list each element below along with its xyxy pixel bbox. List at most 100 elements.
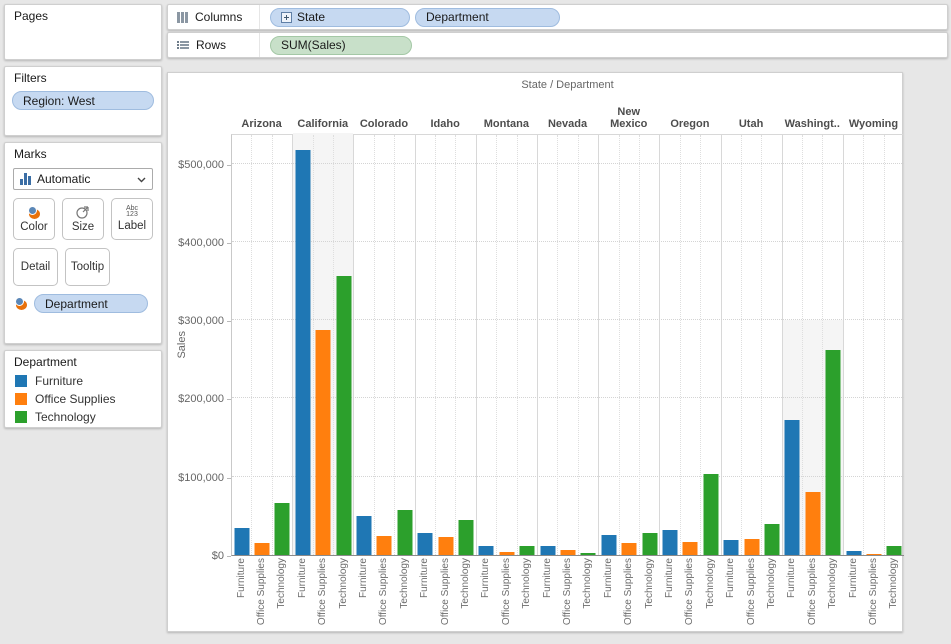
x-label-office-supplies[interactable]: Office Supplies [562, 558, 574, 626]
x-label-office-supplies[interactable]: Office Supplies [256, 558, 268, 626]
bar-idaho-office-supplies[interactable] [438, 537, 454, 555]
state-header-colorado[interactable]: Colorado [359, 118, 409, 131]
x-label-office-supplies[interactable]: Office Supplies [317, 558, 329, 626]
tooltip-button[interactable]: Tooltip [65, 248, 110, 286]
bar-idaho-furniture[interactable] [417, 533, 433, 555]
state-header-arizona[interactable]: Arizona [241, 118, 282, 131]
x-label-technology[interactable]: Technology [582, 558, 594, 609]
x-label-furniture[interactable]: Furniture [541, 558, 553, 599]
x-label-technology[interactable]: Technology [704, 558, 716, 609]
x-label-office-supplies[interactable]: Office Supplies [500, 558, 512, 626]
bar-montana-furniture[interactable] [478, 546, 494, 555]
bar-wyoming-office-supplies[interactable] [866, 553, 882, 555]
state-header-wyoming[interactable]: Wyoming [848, 118, 899, 131]
state-header-utah[interactable]: Utah [738, 118, 764, 131]
bar-utah-technology[interactable] [764, 524, 780, 555]
x-label-furniture[interactable]: Furniture [847, 558, 859, 599]
pill-sum-sales[interactable]: SUM(Sales) [270, 35, 412, 55]
bar-washingt-office-supplies[interactable] [805, 492, 821, 555]
bar-new-mexico-furniture[interactable] [601, 534, 617, 555]
bar-arizona-office-supplies[interactable] [254, 543, 270, 555]
bar-arizona-technology[interactable] [274, 503, 290, 555]
x-label-office-supplies[interactable]: Office Supplies [623, 558, 635, 626]
legend-item-technology[interactable]: Technology [5, 408, 161, 426]
x-label-furniture[interactable]: Furniture [480, 558, 492, 599]
bar-oregon-furniture[interactable] [662, 529, 678, 555]
x-label-furniture[interactable]: Furniture [602, 558, 614, 599]
columns-shelf[interactable]: Columns State Department [167, 4, 948, 30]
bar-montana-technology[interactable] [519, 545, 535, 555]
x-label-office-supplies[interactable]: Office Supplies [745, 558, 757, 626]
x-label-furniture[interactable]: Furniture [358, 558, 370, 599]
x-label-office-supplies[interactable]: Office Supplies [439, 558, 451, 626]
bar-california-technology[interactable] [336, 275, 352, 555]
expand-plus-icon[interactable] [281, 11, 292, 23]
x-label-technology[interactable]: Technology [827, 558, 839, 609]
bar-oregon-office-supplies[interactable] [682, 542, 698, 555]
bar-utah-furniture[interactable] [723, 540, 739, 555]
x-label-technology[interactable]: Technology [398, 558, 410, 609]
x-label-technology[interactable]: Technology [765, 558, 777, 609]
state-header-oregon[interactable]: Oregon [670, 118, 710, 131]
bar-california-office-supplies[interactable] [315, 329, 331, 555]
bar-new-mexico-technology[interactable] [642, 533, 658, 555]
bar-oregon-technology[interactable] [703, 474, 719, 555]
legend-item-furniture[interactable]: Furniture [5, 372, 161, 390]
state-header-california[interactable]: California [297, 118, 349, 131]
label-button[interactable]: Abc 123 Label [111, 198, 153, 240]
bar-wyoming-furniture[interactable] [846, 551, 862, 555]
bar-arizona-furniture[interactable] [234, 527, 250, 555]
bar-california-furniture[interactable] [295, 150, 311, 555]
bar-colorado-furniture[interactable] [356, 515, 372, 555]
state-header-idaho[interactable]: Idaho [430, 118, 460, 131]
state-header-new-mexico[interactable]: New Mexico [610, 105, 648, 131]
rows-shelf[interactable]: Rows SUM(Sales) [167, 32, 948, 58]
x-label-furniture[interactable]: Furniture [725, 558, 737, 599]
x-label-furniture[interactable]: Furniture [296, 558, 308, 599]
legend-item-office-supplies[interactable]: Office Supplies [5, 390, 161, 408]
columns-shelf-pills: State Department [260, 7, 560, 27]
x-label-furniture[interactable]: Furniture [235, 558, 247, 599]
pill-department[interactable]: Department [415, 7, 560, 27]
bar-slot [538, 135, 557, 555]
x-label-technology[interactable]: Technology [521, 558, 533, 609]
mark-type-dropdown[interactable]: Automatic [13, 168, 153, 190]
x-label-technology[interactable]: Technology [643, 558, 655, 609]
state-header-montana[interactable]: Montana [483, 118, 529, 131]
x-label-technology[interactable]: Technology [337, 558, 349, 609]
bar-idaho-technology[interactable] [458, 519, 474, 555]
x-label-slot: Office Supplies [374, 558, 394, 630]
state-header-nevada[interactable]: Nevada [547, 118, 588, 131]
x-label-office-supplies[interactable]: Office Supplies [684, 558, 696, 626]
x-label-furniture[interactable]: Furniture [419, 558, 431, 599]
x-label-technology[interactable]: Technology [276, 558, 288, 609]
bar-nevada-technology[interactable] [580, 552, 596, 555]
bar-utah-office-supplies[interactable] [744, 538, 760, 555]
marks-pill-department[interactable]: Department [34, 294, 148, 313]
pane-california [292, 133, 354, 555]
x-label-furniture[interactable]: Furniture [786, 558, 798, 599]
bar-nevada-office-supplies[interactable] [560, 550, 576, 555]
y-tick-label: $500,000 [178, 158, 224, 171]
state-header-washingt[interactable]: Washingt.. [784, 118, 840, 131]
bar-wyoming-technology[interactable] [886, 545, 902, 555]
pill-state[interactable]: State [270, 7, 410, 27]
x-label-technology[interactable]: Technology [888, 558, 900, 609]
x-label-office-supplies[interactable]: Office Supplies [806, 558, 818, 626]
detail-button[interactable]: Detail [13, 248, 58, 286]
bar-colorado-office-supplies[interactable] [376, 536, 392, 555]
x-label-slot: Office Supplies [619, 558, 639, 630]
x-label-technology[interactable]: Technology [460, 558, 472, 609]
x-label-furniture[interactable]: Furniture [664, 558, 675, 599]
size-button[interactable]: Size [62, 198, 104, 240]
bar-nevada-furniture[interactable] [540, 545, 556, 555]
bar-colorado-technology[interactable] [397, 509, 413, 555]
bar-washingt-furniture[interactable] [784, 420, 800, 555]
x-label-office-supplies[interactable]: Office Supplies [867, 558, 879, 626]
filter-pill-region-west[interactable]: Region: West [12, 91, 154, 110]
bar-montana-office-supplies[interactable] [499, 551, 515, 555]
bar-new-mexico-office-supplies[interactable] [621, 543, 637, 555]
color-button[interactable]: Color [13, 198, 55, 240]
x-label-office-supplies[interactable]: Office Supplies [378, 558, 390, 626]
bar-washingt-technology[interactable] [825, 349, 841, 555]
